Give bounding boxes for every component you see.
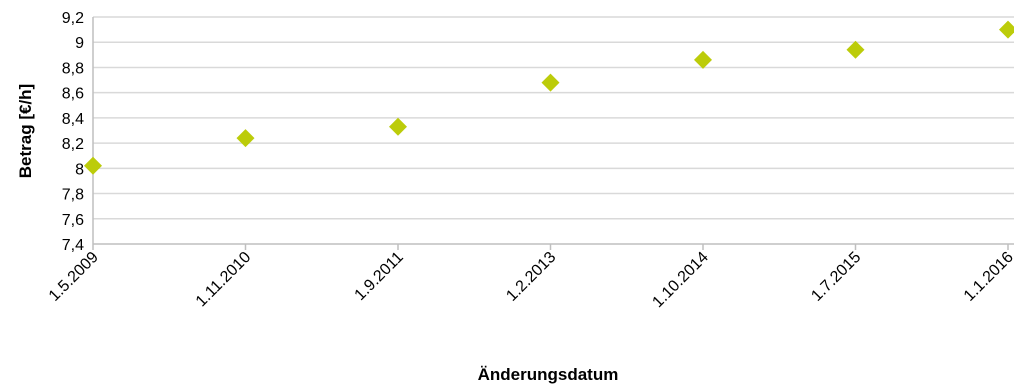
y-tick-label: 7,4 (62, 237, 84, 254)
axes (92, 17, 1014, 250)
data-point-diamond (541, 73, 560, 92)
x-tick-label: 1.1.2016 (961, 249, 1014, 305)
y-tick-label: 8,8 (62, 60, 84, 77)
data-point-diamond (236, 129, 255, 148)
data-point-diamond (694, 50, 712, 69)
x-axis-title: Änderungsdatum (478, 365, 619, 384)
x-tick-labels: 1.5.2009 1.11.2010 1.9.2011 1.2.2013 1.10.20… (46, 249, 1014, 311)
y-tick-labels: 7,4 7,6 7,8 8 8,2 8,4 8,6 8,8 9 9,2 (62, 10, 84, 254)
y-tick-label: 8 (75, 161, 84, 178)
x-tick-label: 1.5.2009 (46, 249, 102, 305)
data-point-diamond (999, 20, 1014, 39)
gridlines (93, 16, 1014, 220)
y-tick-label: 7,8 (62, 187, 84, 204)
x-tick-label: 1.10.2014 (649, 249, 711, 311)
x-tick-label: 1.2.2013 (503, 249, 559, 305)
y-tick-label: 7,6 (62, 212, 84, 229)
y-tick-label: 8,6 (62, 86, 84, 103)
data-point-diamond (846, 40, 865, 59)
y-tick-label: 8,4 (62, 111, 84, 128)
y-axis-title: Betrag [€/h] (16, 84, 35, 178)
y-tick-label: 8,2 (62, 136, 84, 153)
data-points (84, 20, 1014, 175)
x-tick-label: 1.9.2011 (352, 249, 407, 304)
y-tick-label: 9,2 (62, 10, 84, 27)
y-tick-label: 9 (75, 35, 84, 52)
data-point-diamond (389, 117, 407, 136)
data-point-diamond (84, 156, 102, 175)
x-tick-label: 1.7.2015 (808, 249, 864, 305)
x-tick-label: 1.11.2010 (193, 249, 255, 311)
